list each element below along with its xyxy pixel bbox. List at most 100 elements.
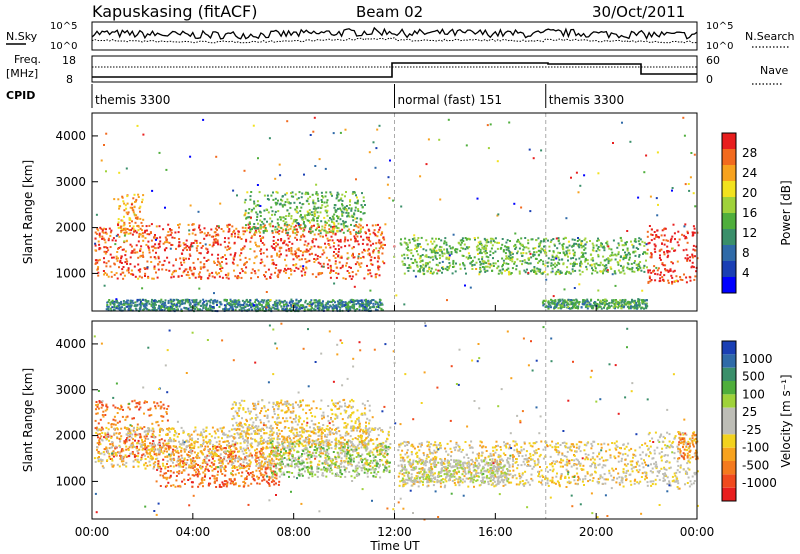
freq-tick-high: 18: [62, 54, 76, 67]
range-gate-cell: [151, 446, 154, 449]
range-gate-cell: [419, 260, 422, 263]
range-gate-cell: [580, 251, 583, 254]
range-gate-cell: [296, 222, 299, 224]
range-gate-cell: [535, 251, 538, 254]
range-gate-cell: [153, 256, 156, 259]
range-gate-cell: [217, 449, 220, 452]
range-gate-cell: [129, 232, 132, 235]
range-gate-cell: [559, 272, 562, 274]
range-gate-cell: [128, 309, 130, 311]
range-gate-cell: [207, 250, 210, 253]
range-gate-cell: [294, 304, 297, 307]
range-gate-cell: [583, 174, 586, 177]
range-gate-cell: [377, 231, 380, 234]
range-gate-cell: [273, 480, 276, 483]
range-gate-cell: [275, 241, 278, 244]
range-gate-cell: [201, 302, 204, 305]
range-gate-cell: [492, 262, 495, 265]
range-gate-cell: [208, 459, 211, 462]
range-gate-cell: [617, 251, 620, 254]
range-gate-cell: [106, 408, 109, 411]
range-gate-cell: [578, 238, 581, 241]
range-gate-cell: [128, 222, 131, 225]
range-gate-cell: [165, 472, 168, 475]
range-gate-cell: [514, 248, 517, 250]
range-gate-cell: [143, 308, 146, 311]
range-gate-cell: [257, 476, 260, 479]
range-gate-cell: [380, 245, 383, 248]
range-gate-cell: [220, 266, 223, 269]
range-gate-cell: [191, 273, 194, 276]
range-gate-cell: [400, 238, 402, 241]
range-gate-cell: [637, 304, 640, 306]
range-gate-cell: [416, 246, 419, 249]
range-gate-cell: [203, 479, 206, 481]
range-gate-cell: [153, 247, 156, 250]
range-gate-cell: [313, 309, 316, 312]
range-gate-cell: [653, 248, 656, 251]
range-gate-cell: [149, 408, 151, 411]
range-gate-cell: [558, 298, 561, 301]
range-gate-cell: [203, 469, 206, 472]
range-gate-cell: [330, 266, 332, 269]
range-gate-cell: [155, 452, 158, 455]
range-gate-cell: [463, 243, 466, 246]
range-gate-cell: [232, 480, 235, 483]
range-gate-cell: [581, 255, 584, 258]
range-gate-cell: [620, 301, 623, 304]
range-gate-cell: [235, 306, 238, 309]
range-gate-cell: [624, 251, 626, 254]
range-gate-cell: [315, 207, 318, 210]
range-gate-cell: [520, 252, 523, 255]
range-gate-cell: [335, 253, 338, 255]
range-gate-cell: [129, 225, 131, 227]
range-gate-cell: [172, 448, 175, 451]
range-gate-cell: [267, 481, 270, 484]
range-gate-cell: [447, 251, 450, 254]
range-gate-cell: [150, 303, 153, 306]
range-gate-cell: [636, 269, 639, 272]
range-gate-cell: [562, 242, 565, 245]
range-gate-cell: [342, 220, 345, 223]
range-gate-cell: [656, 151, 659, 154]
range-gate-cell: [257, 467, 260, 470]
range-gate-cell: [312, 207, 315, 210]
range-gate-cell: [241, 226, 244, 229]
range-gate-cell: [306, 260, 309, 263]
range-gate-cell: [347, 307, 350, 310]
range-gate-cell: [661, 276, 664, 279]
range-gate-cell: [341, 210, 343, 213]
range-gate-cell: [194, 305, 196, 307]
range-gate-cell: [253, 200, 256, 203]
range-gate-cell: [149, 451, 152, 454]
range-gate-cell: [210, 235, 213, 238]
range-gate-cell: [280, 198, 282, 201]
range-gate-cell: [285, 249, 288, 252]
range-gate-cell: [113, 304, 116, 307]
range-gate-cell: [340, 255, 343, 258]
range-gate-cell: [118, 306, 121, 309]
range-gate-cell: [125, 438, 128, 441]
range-gate-cell: [650, 233, 653, 236]
range-gate-cell: [621, 244, 624, 247]
range-gate-cell: [260, 248, 263, 251]
range-gate-cell: [561, 244, 564, 246]
range-gate-cell: [256, 475, 259, 478]
range-gate-cell: [264, 227, 267, 229]
range-gate-cell: [153, 309, 156, 312]
range-gate-cell: [326, 209, 329, 212]
range-gate-cell: [341, 204, 344, 207]
range-gate-cell: [504, 252, 507, 255]
range-gate-cell: [298, 201, 301, 204]
range-gate-cell: [165, 411, 168, 413]
range-gate-cell: [108, 299, 111, 301]
range-gate-cell: [215, 155, 218, 158]
range-gate-cell: [287, 201, 290, 204]
range-gate-cell: [169, 233, 172, 236]
range-gate-cell: [295, 233, 298, 236]
range-gate-cell: [432, 258, 435, 261]
range-gate-cell: [311, 239, 314, 242]
range-gate-cell: [562, 302, 565, 305]
range-gate-cell: [565, 246, 568, 249]
range-gate-cell: [116, 251, 119, 253]
